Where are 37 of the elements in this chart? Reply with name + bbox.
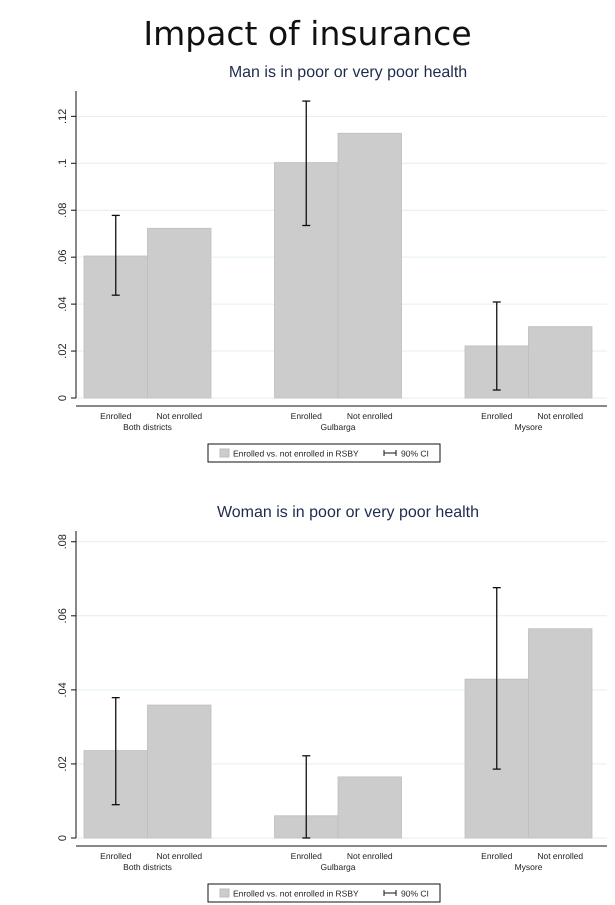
y-tick-label: 0 [57,394,69,402]
x-tick-label: Enrolled [100,411,132,421]
y-tick-label: .08 [57,534,69,550]
chart-subtitle: Man is in poor or very poor health [228,64,468,81]
text: 90% CI [401,448,429,458]
text: 90% CI [401,888,429,898]
y-tick-label: .08 [57,202,69,218]
text: Both districts [123,422,172,432]
y-tick-label: .02 [57,343,69,359]
text: Both districts [123,862,172,872]
x-tick-label: Enrolled [100,851,132,861]
x-tick-label: Not enrolled [346,411,393,421]
text: Gulbarga [320,422,356,432]
y-tick-label: .12 [57,108,69,124]
y-tick-label: .06 [57,250,69,265]
x-tick-label: Enrolled [290,851,322,861]
y-tick-label: .02 [57,756,69,772]
text: Mysore [514,862,543,872]
chart-title: Woman is in poor or very poor health [216,504,480,521]
x-tick-label: Not enrolled [346,851,393,861]
y-tick-label: .06 [57,608,69,624]
legend-label: Enrolled vs. not enrolled in RSBY [233,448,360,458]
legend-label: Enrolled vs. not enrolled in RSBY [233,888,360,898]
x-tick-label: Not enrolled [156,411,202,421]
chart-title: Impact of insurance [143,14,472,53]
x-tick-label: Enrolled [290,411,322,421]
x-tick-label: Not enrolled [156,851,202,861]
x-tick-label: Enrolled [481,851,513,861]
text: Mysore [514,422,543,432]
x-tick-label: Enrolled [481,411,513,421]
x-tick-label: Not enrolled [537,411,584,421]
y-tick-label: 0 [57,834,69,842]
text: Gulbarga [320,862,356,872]
x-tick-label: Not enrolled [537,851,584,861]
y-tick-label: .04 [57,296,69,312]
y-tick-label: .04 [57,682,69,698]
y-tick-label: .1 [57,158,69,168]
